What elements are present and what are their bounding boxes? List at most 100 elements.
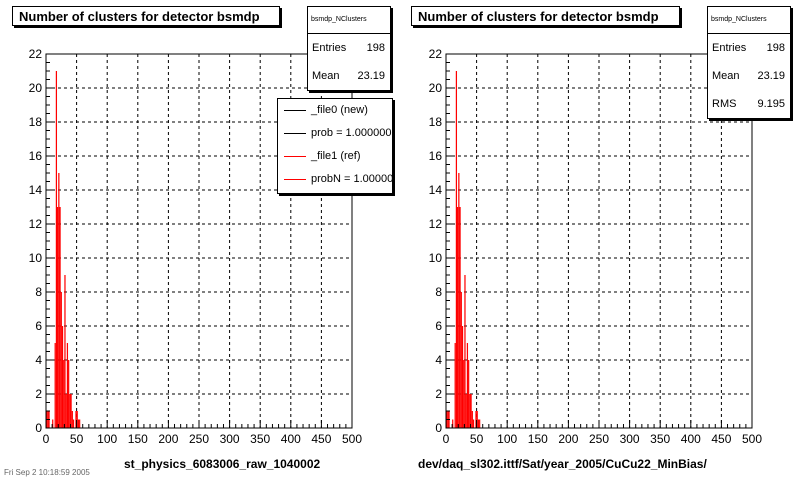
stats-mean-label: Mean: [312, 70, 340, 82]
x-tick-label: 50: [470, 432, 484, 446]
x-tick-label: 0: [43, 432, 50, 446]
histogram-bar: [458, 173, 460, 428]
histogram-bar: [463, 360, 465, 428]
histogram-bar: [66, 343, 69, 428]
histogram-bar: [479, 419, 481, 428]
histogram-bar: [57, 207, 59, 428]
chart-panel-left: 0 50 100 150 200 250 300 350 400 450 500 0 2 4 6 8 10 12 1…: [4, 6, 393, 477]
y-tick-label: 8: [35, 285, 42, 299]
x-axis-label-left: st_physics_6083006_raw_1040002: [124, 457, 321, 471]
y-tick-label: 10: [29, 251, 43, 265]
y-tick-label: 6: [435, 319, 442, 333]
stats-mean-value: 23.19: [357, 70, 385, 82]
histogram-bar: [64, 275, 66, 428]
histogram-bar: [472, 419, 475, 428]
y-tick-label: 14: [29, 183, 43, 197]
x-tick-label: 150: [128, 432, 148, 446]
histogram-plot-right: 0 50 100 150 200 250 300 350 400 450 500 0 2 4 6 8 10 12 1…: [429, 47, 763, 446]
histogram-bar: [455, 71, 458, 428]
legend-entry: _file0 (new): [278, 99, 392, 122]
legend-entry: probN = 1.000000: [278, 168, 392, 191]
x-tick-label: 100: [497, 432, 517, 446]
legend-line-swatch: [284, 179, 306, 180]
y-tick-label: 0: [435, 421, 442, 435]
stats-entries-value: 198: [366, 42, 385, 54]
legend-line-swatch: [284, 133, 306, 134]
x-tick-label: 500: [342, 432, 362, 446]
histogram-bar: [471, 411, 473, 428]
stats-rms-row: RMS 9.195: [708, 90, 790, 118]
x-tick-label: 400: [681, 432, 701, 446]
histogram-bar: [52, 419, 54, 428]
stats-mean-label: Mean: [712, 70, 740, 82]
stats-entries-row: Entries 198: [308, 34, 390, 62]
stats-entries-label: Entries: [712, 42, 747, 54]
legend-entry-label: prob = 1.000000: [311, 127, 392, 139]
histogram-bar: [59, 207, 61, 428]
y-tick-label: 10: [429, 251, 443, 265]
x-tick-label: 200: [158, 432, 178, 446]
y-tick-label: 20: [429, 81, 443, 95]
legend-entry-label: _file1 (ref): [311, 150, 361, 162]
y-tick-label: 22: [429, 47, 443, 61]
y-tick-label: 2: [435, 387, 442, 401]
y-tick-label: 4: [435, 353, 442, 367]
x-axis-label-right: dev/daq_sl302.ittf/Sat/year_2005/CuCu22_…: [418, 457, 707, 471]
x-tick-label: 250: [589, 432, 609, 446]
y-tick-label: 4: [35, 353, 42, 367]
legend-line-swatch: [284, 110, 306, 111]
y-tick-label: 20: [29, 81, 43, 95]
x-tick-label: 400: [281, 432, 301, 446]
stats-box-left: bsmdp_NClusters Entries 198 Mean 23.19: [307, 6, 391, 91]
histogram-bar: [476, 411, 478, 428]
histogram-bar: [460, 292, 462, 428]
y-tick-label: 18: [429, 115, 443, 129]
chart-title-right: Number of clusters for detector bsmdp: [411, 6, 680, 26]
y-tick-label: 0: [35, 421, 42, 435]
stats-rms-value: 9.195: [757, 98, 785, 110]
x-tick-label: 250: [189, 432, 209, 446]
histogram-bar: [469, 394, 471, 428]
histogram-bar: [452, 419, 454, 428]
histogram-bar: [454, 343, 456, 428]
histogram-bar: [464, 275, 466, 428]
histogram-bar: [75, 411, 77, 428]
stats-mean-row: Mean 23.19: [708, 62, 790, 90]
stats-entries-row: Entries 198: [708, 34, 790, 62]
legend-left: _file0 (new) prob = 1.000000 _file1 (ref…: [277, 98, 393, 194]
histogram-bar: [470, 394, 472, 428]
histogram-bar: [457, 207, 459, 428]
x-tick-label: 450: [311, 432, 331, 446]
histogram-bar: [58, 173, 60, 428]
histogram-bar: [60, 292, 62, 428]
y-tick-label: 6: [35, 319, 42, 333]
y-tick-label: 22: [29, 47, 43, 61]
stats-box-right: bsmdp_NClusters Entries 198 Mean 23.19 R…: [707, 6, 791, 119]
y-tick-label: 2: [35, 387, 42, 401]
x-tick-label: 50: [70, 432, 84, 446]
histogram-bar: [61, 326, 64, 428]
stats-histogram-name: bsmdp_NClusters: [308, 7, 390, 34]
timestamp-stamp: Fri Sep 2 10:18:59 2005: [4, 468, 90, 477]
y-tick-label: 12: [429, 217, 443, 231]
legend-entry-label: _file0 (new): [311, 104, 368, 116]
x-tick-label: 350: [250, 432, 270, 446]
histogram-bar: [68, 360, 70, 428]
legend-line-swatch: [284, 156, 306, 157]
histogram-bar: [461, 326, 464, 428]
x-tick-label: 500: [742, 432, 762, 446]
stats-rms-label: RMS: [712, 98, 737, 110]
y-tick-label: 16: [429, 149, 443, 163]
histogram-bar: [71, 411, 73, 428]
histogram-bar: [466, 343, 469, 428]
x-tick-label: 200: [558, 432, 578, 446]
legend-entry-label: probN = 1.000000: [311, 173, 393, 185]
histogram-bar: [63, 360, 65, 428]
stats-mean-row: Mean 23.19: [308, 62, 390, 90]
histogram-bar: [70, 394, 72, 428]
y-tick-label: 14: [429, 183, 443, 197]
chart-panel-right: 0 50 100 150 200 250 300 350 400 450 500 0 2 4 6 8 10 12 1…: [400, 0, 800, 480]
histogram-bar: [468, 360, 470, 428]
histogram-bar: [475, 411, 477, 428]
histogram-bar: [77, 419, 80, 428]
